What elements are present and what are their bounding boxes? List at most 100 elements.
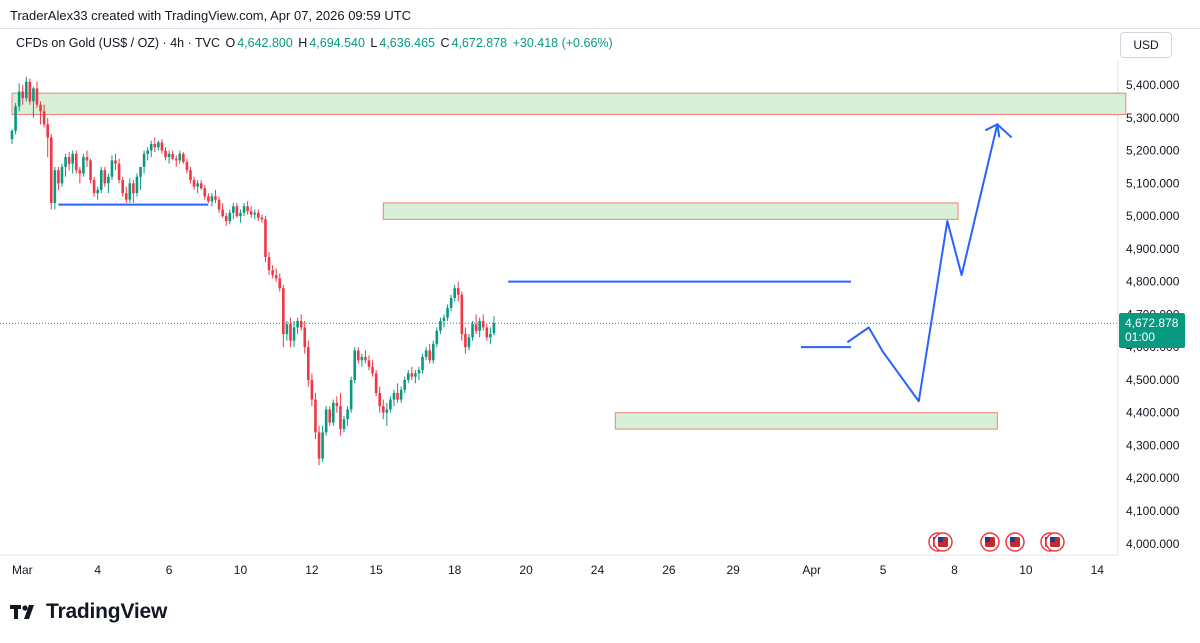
candle-body — [403, 379, 406, 390]
candle-body — [42, 111, 46, 125]
tradingview-logo-icon — [10, 605, 34, 619]
candle-body — [492, 323, 496, 334]
candle-body — [242, 206, 246, 213]
candle-body — [92, 180, 96, 194]
candle-body — [221, 209, 224, 217]
candle-body — [271, 270, 274, 276]
candle-body — [21, 91, 25, 99]
time-tick-label: 10 — [1019, 563, 1033, 577]
candle-body — [285, 324, 289, 335]
projection-arrowhead — [984, 122, 1001, 138]
candle-body — [339, 406, 342, 430]
open-value: 4,642.800 — [237, 36, 293, 50]
candle-body — [210, 196, 214, 202]
candle-body — [328, 409, 332, 423]
candle-body — [185, 162, 189, 171]
candle-body — [146, 150, 149, 154]
time-tick-label: 8 — [951, 563, 958, 577]
time-tick-label: 18 — [448, 563, 462, 577]
candle-body — [282, 288, 285, 335]
price-tick-label: 4,100.000 — [1126, 504, 1180, 518]
candle-body — [178, 153, 182, 161]
candle-body — [196, 183, 199, 187]
candle-body — [307, 347, 310, 380]
candle-body — [110, 160, 114, 177]
candle-body — [174, 158, 178, 161]
candle-body — [371, 366, 374, 374]
candle-body — [460, 294, 464, 335]
projection-path — [846, 123, 1013, 403]
candle-body — [389, 399, 392, 410]
us-flag-canton-icon — [1050, 537, 1055, 542]
candle-body — [274, 275, 278, 279]
candle-body — [17, 91, 21, 107]
candle-body — [160, 142, 164, 151]
candle-body — [64, 157, 67, 167]
candle-body — [303, 327, 307, 348]
time-tick-label: 24 — [591, 563, 605, 577]
candle-body — [471, 324, 474, 338]
candle-body — [267, 257, 271, 271]
currency-selector[interactable]: USD — [1120, 32, 1172, 58]
candle-body — [164, 150, 167, 158]
candle-body — [474, 324, 478, 331]
candle-body — [381, 406, 385, 413]
symbol-legend: CFDs on Gold (US$ / OZ) · 4h · TVC O 4,64… — [16, 36, 615, 50]
header-divider — [0, 28, 1200, 29]
candle-body — [292, 327, 296, 341]
price-tick-label: 5,200.000 — [1126, 144, 1180, 158]
candle-body — [396, 393, 399, 400]
supply-demand-zone — [614, 412, 998, 430]
candle-body — [232, 206, 235, 213]
candle-body — [264, 219, 267, 258]
tradingview-brand[interactable]: TradingView — [46, 600, 168, 623]
us-flag-canton-icon — [985, 537, 990, 542]
price-tick-label: 4,000.000 — [1126, 537, 1180, 551]
candle-body — [485, 327, 489, 338]
candle-body — [135, 176, 139, 194]
close-label: C — [440, 36, 450, 50]
candle-body — [317, 432, 321, 459]
candle-body — [349, 379, 353, 410]
candle-body — [35, 88, 39, 105]
supply-demand-zone — [382, 202, 959, 220]
supply-demand-zone — [11, 92, 1127, 115]
candle-body — [28, 81, 32, 102]
price-tick-label: 4,200.000 — [1126, 471, 1180, 485]
candle-body — [128, 183, 132, 200]
candle-body — [342, 419, 346, 430]
candle-body — [392, 393, 396, 400]
candle-body — [139, 166, 142, 177]
candle-body — [78, 170, 82, 174]
candle-body — [114, 160, 117, 164]
bar-countdown: 01:00 — [1125, 330, 1156, 344]
chart-attribution: TraderAlex33 created with TradingView.co… — [10, 8, 412, 23]
candle-body — [367, 360, 371, 367]
candle-body — [249, 211, 253, 215]
low-value: 4,636.465 — [379, 36, 435, 50]
candle-body — [299, 320, 303, 328]
us-flag-canton-icon — [1010, 537, 1015, 542]
low-label: L — [370, 36, 378, 50]
candle-body — [360, 356, 364, 361]
candle-body — [199, 183, 203, 189]
candle-body — [71, 153, 74, 164]
candle-body — [24, 81, 28, 99]
candle-body — [214, 196, 217, 200]
time-tick-label: 6 — [166, 563, 173, 577]
candle-body — [182, 153, 185, 163]
time-tick-label: 14 — [1091, 563, 1105, 577]
candle-body — [449, 298, 453, 308]
candle-body — [456, 288, 460, 295]
candle-body — [82, 157, 85, 174]
symbol-name[interactable]: CFDs on Gold (US$ / OZ) · 4h · TVC — [16, 36, 220, 50]
candle-body — [14, 106, 17, 131]
candle-body — [467, 337, 471, 348]
candle-body — [410, 373, 414, 377]
price-tick-label: 4,300.000 — [1126, 438, 1180, 452]
candle-body — [142, 153, 146, 167]
candle-body — [385, 409, 389, 413]
candle-body — [46, 124, 49, 138]
candle-body — [228, 212, 232, 221]
